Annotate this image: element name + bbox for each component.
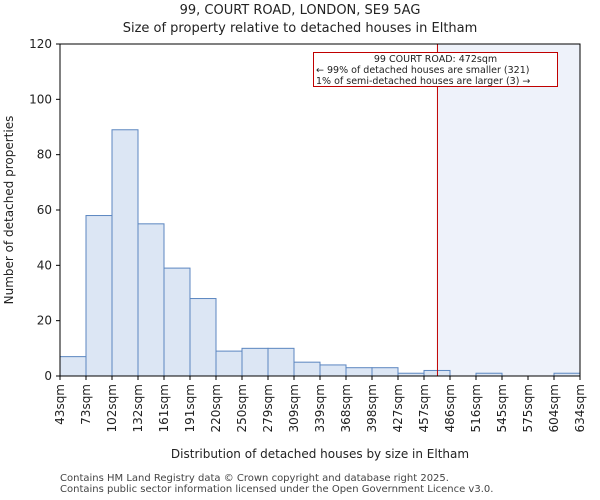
x-tick-label: 339sqm: [313, 384, 327, 432]
annotation-line-larger: 1% of semi-detached houses are larger (3…: [316, 76, 531, 87]
y-tick-label: 120: [29, 37, 52, 51]
y-axis-label: Number of detached properties: [2, 116, 16, 305]
footer-copyright: Contains HM Land Registry data © Crown c…: [60, 473, 449, 484]
y-tick-label: 60: [37, 203, 52, 217]
larger-region-shade: [437, 44, 580, 376]
x-tick-label: 516sqm: [469, 384, 483, 432]
chart-title-line2: Size of property relative to detached ho…: [122, 21, 478, 36]
y-tick-label: 100: [29, 92, 52, 106]
y-tick-label: 0: [44, 369, 52, 383]
histogram-bar: [137, 223, 165, 377]
x-tick-label: 161sqm: [157, 384, 171, 432]
x-tick-label: 486sqm: [443, 384, 457, 432]
y-tick-label: 20: [37, 314, 52, 328]
x-tick-label: 132sqm: [131, 384, 145, 432]
annotation-line-address: 99 COURT ROAD: 472sqm: [373, 54, 498, 65]
y-tick-label: 80: [37, 148, 52, 162]
x-tick-label: 604sqm: [547, 384, 561, 432]
property-annotation-box: 99 COURT ROAD: 472sqm ← 99% of detached …: [313, 52, 558, 87]
x-tick-label: 102sqm: [105, 384, 119, 432]
histogram-bar: [59, 356, 87, 377]
x-tick-label: 427sqm: [391, 384, 405, 432]
x-tick-label: 634sqm: [573, 384, 587, 432]
x-tick-label: 457sqm: [417, 384, 431, 432]
x-tick-label: 43sqm: [53, 384, 67, 425]
x-tick-label: 191sqm: [183, 384, 197, 432]
x-tick-label: 309sqm: [287, 384, 301, 432]
histogram-bar: [163, 267, 191, 377]
x-axis-label: Distribution of detached houses by size …: [171, 447, 469, 461]
chart-title-line1: 99, COURT ROAD, LONDON, SE9 5AG: [179, 3, 421, 18]
x-tick-label: 279sqm: [261, 384, 275, 432]
histogram-bar: [111, 129, 139, 377]
annotation-line-smaller: ← 99% of detached houses are smaller (32…: [316, 65, 530, 76]
y-tick-label: 40: [37, 258, 52, 272]
histogram-bar: [85, 215, 113, 377]
histogram-bar: [319, 364, 347, 377]
histogram-bar: [267, 347, 295, 377]
histogram-bar: [215, 350, 243, 377]
histogram-bar: [189, 298, 217, 377]
x-tick-label: 545sqm: [495, 384, 509, 432]
x-tick-label: 368sqm: [339, 384, 353, 432]
footer-licence: Contains public sector information licen…: [60, 484, 494, 495]
x-tick-label: 398sqm: [365, 384, 379, 432]
x-tick-label: 250sqm: [235, 384, 249, 432]
histogram-bar: [293, 361, 321, 377]
x-tick-label: 73sqm: [79, 384, 93, 425]
x-tick-label: 220sqm: [209, 384, 223, 432]
histogram-bar: [371, 367, 399, 377]
histogram-bar: [241, 347, 269, 377]
histogram-bar: [345, 367, 373, 377]
x-tick-label: 575sqm: [521, 384, 535, 432]
